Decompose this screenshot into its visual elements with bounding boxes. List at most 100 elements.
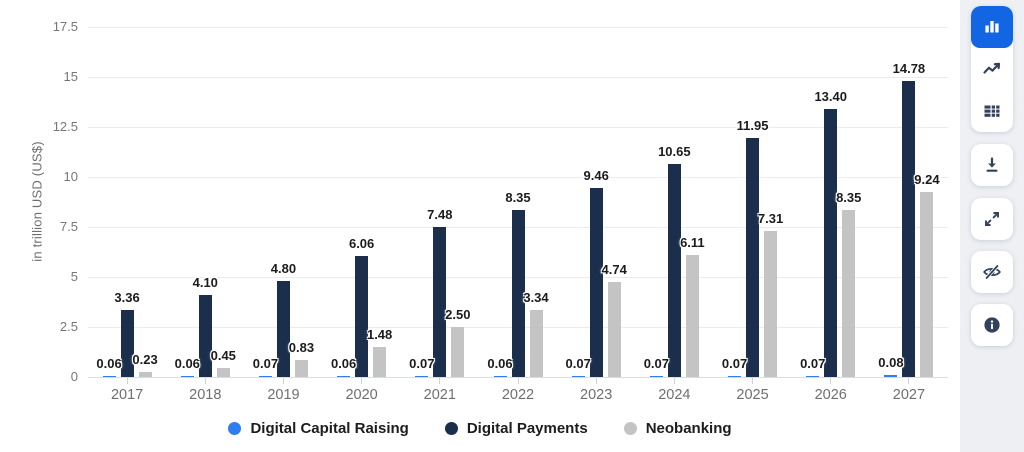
value-label: 1.48 [366,327,393,343]
legend-item: Digital Payments [444,420,588,437]
value-label: 8.35 [505,190,531,205]
x-tick [830,378,832,384]
hide-values-card [971,251,1013,293]
download-icon [986,157,998,172]
download-button[interactable] [971,144,1013,186]
bar-neobanking [685,254,699,377]
bar-neobanking [920,192,934,377]
value-label: 0.07 [643,355,670,371]
y-tick-label: 12.5 [52,119,78,134]
fullscreen-button[interactable] [971,198,1013,240]
bar-digital-payments [824,109,838,377]
x-axis-label: 2021 [423,387,456,403]
value-label: 7.31 [757,210,784,226]
x-axis-label: 2017 [110,387,144,403]
x-axis-label: 2018 [189,387,222,403]
info-icon [984,317,1000,333]
x-axis-label: 2019 [267,387,300,403]
value-label: 13.40 [814,89,847,104]
x-tick [595,378,597,384]
value-label: 0.07 [800,355,826,371]
bar-digital-capital-raising [806,375,820,377]
bar-digital-capital-raising [337,375,351,377]
legend-label: Digital Payments [466,420,588,437]
bar-digital-capital-raising [258,375,272,377]
bar-digital-payments [198,295,212,377]
value-label: 9.46 [583,167,609,183]
hide-values-button[interactable] [971,251,1013,293]
value-label: 4.74 [601,262,627,278]
bar-digital-payments [276,281,290,377]
gridline [88,177,948,178]
value-label: 8.35 [836,190,862,205]
x-axis-label: 2024 [658,387,691,403]
legend: Digital Capital Raising Digital Payments N… [0,420,960,437]
bar-digital-capital-raising [415,375,429,377]
gridline [88,127,948,128]
bar-neobanking [607,282,621,377]
bar-digital-capital-raising [728,375,742,377]
x-tick [517,378,519,384]
value-label: 0.45 [210,348,236,363]
bar-neobanking [842,210,856,377]
value-label: 10.65 [658,144,691,159]
y-axis-title: in trillion USD (US$) [29,141,45,262]
bar-digital-capital-raising [102,375,116,377]
chart-toolbar [960,0,1024,452]
value-label: 0.06 [330,355,357,371]
bar-digital-payments [433,227,447,377]
value-label: 6.11 [680,234,705,250]
x-axis-label: 2020 [345,387,378,403]
bar-neobanking [451,327,465,377]
bar-digital-payments [746,138,760,377]
bar-digital-capital-raising [649,375,663,377]
x-tick [126,378,128,384]
download-card [971,144,1013,186]
value-label: 0.07 [252,355,279,371]
x-tick [908,378,910,384]
bar-digital-capital-raising [884,375,898,377]
line-chart-button[interactable] [971,48,1013,90]
y-tick-label: 15 [63,69,78,84]
bar-digital-payments [355,255,369,377]
value-label: 11.95 [736,118,769,133]
fullscreen-card [971,198,1013,240]
bar-digital-payments [589,187,603,377]
bar-neobanking [294,360,308,377]
bar-digital-payments [902,81,916,377]
bar-chart-button[interactable] [971,6,1013,48]
gridline [88,377,948,378]
table-view-button[interactable] [971,90,1013,132]
x-axis-label: 2022 [501,387,535,403]
bar-neobanking [138,372,152,377]
chart-type-switcher [971,6,1013,132]
value-label: 14.78 [892,61,926,77]
value-label: 3.34 [523,290,549,306]
chart-area: in trillion USD (US$) 0 2.5 5 7.5 10 12.5 15 17… [0,19,960,437]
value-label: 0.07 [409,355,435,371]
bar-chart-icon [985,21,999,33]
bar-digital-capital-raising [571,375,585,377]
legend-dot [228,422,242,435]
x-axis-label: 2026 [814,387,847,403]
legend-item: Neobanking [623,420,732,437]
info-card [971,304,1013,346]
expand-icon [985,212,999,226]
value-label: 4.10 [192,275,218,290]
bar-neobanking [216,368,230,377]
x-tick [439,378,441,384]
bar-neobanking [764,230,778,377]
x-axis-label: 2025 [736,387,769,403]
value-label: 0.08 [878,355,904,371]
value-label: 0.83 [288,340,315,356]
value-label: 3.36 [114,289,140,305]
bar-digital-payments [511,210,525,377]
value-label: 0.06 [487,355,513,371]
x-tick [752,378,754,384]
y-tick-label: 5 [70,269,78,284]
value-label: 9.24 [914,172,940,188]
legend-dot [444,422,458,435]
info-button[interactable] [971,304,1013,346]
legend-label: Digital Capital Raising [250,420,409,437]
